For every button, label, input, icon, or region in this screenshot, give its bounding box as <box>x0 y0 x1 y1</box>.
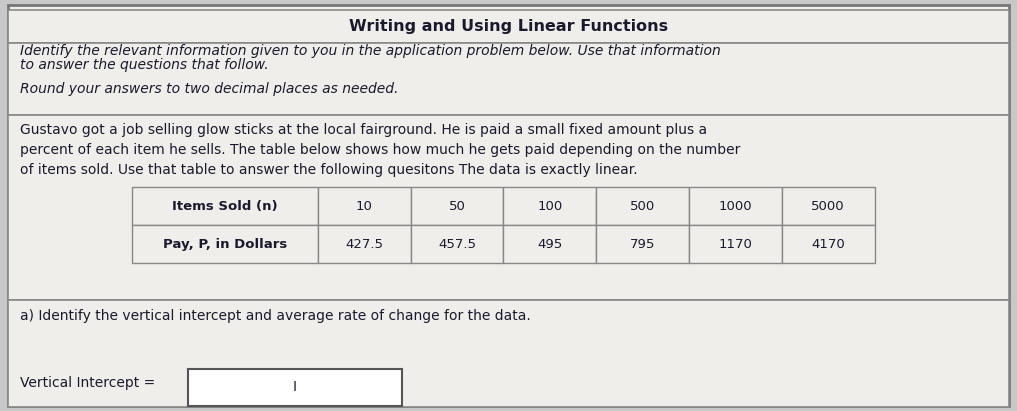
FancyBboxPatch shape <box>782 225 875 263</box>
FancyBboxPatch shape <box>411 187 503 225</box>
FancyBboxPatch shape <box>596 225 690 263</box>
FancyBboxPatch shape <box>8 10 1009 43</box>
Text: Gustavo got a job selling glow sticks at the local fairground. He is paid a smal: Gustavo got a job selling glow sticks at… <box>20 123 708 137</box>
FancyBboxPatch shape <box>690 187 782 225</box>
Text: Vertical Intercept =: Vertical Intercept = <box>20 376 156 390</box>
Text: Items Sold (n): Items Sold (n) <box>172 199 278 212</box>
Text: 495: 495 <box>537 238 562 251</box>
Text: 4170: 4170 <box>812 238 845 251</box>
Text: Pay, P, in Dollars: Pay, P, in Dollars <box>163 238 287 251</box>
Text: Identify the relevant information given to you in the application problem below.: Identify the relevant information given … <box>20 44 721 58</box>
Text: percent of each item he sells. The table below shows how much he gets paid depen: percent of each item he sells. The table… <box>20 143 740 157</box>
FancyBboxPatch shape <box>317 225 411 263</box>
Text: 457.5: 457.5 <box>438 238 476 251</box>
Text: to answer the questions that follow.: to answer the questions that follow. <box>20 58 268 72</box>
Text: a) Identify the vertical intercept and average rate of change for the data.: a) Identify the vertical intercept and a… <box>20 309 531 323</box>
FancyBboxPatch shape <box>596 187 690 225</box>
FancyBboxPatch shape <box>503 187 596 225</box>
FancyBboxPatch shape <box>132 225 317 263</box>
Text: of items sold. Use that table to answer the following quesitons The data is exac: of items sold. Use that table to answer … <box>20 163 638 177</box>
Text: Writing and Using Linear Functions: Writing and Using Linear Functions <box>349 19 668 34</box>
FancyBboxPatch shape <box>411 225 503 263</box>
FancyBboxPatch shape <box>188 369 402 406</box>
FancyBboxPatch shape <box>317 187 411 225</box>
Text: 100: 100 <box>537 199 562 212</box>
FancyBboxPatch shape <box>8 5 1009 406</box>
Text: 427.5: 427.5 <box>345 238 383 251</box>
Text: 1000: 1000 <box>719 199 753 212</box>
FancyBboxPatch shape <box>132 187 317 225</box>
FancyBboxPatch shape <box>8 115 1009 300</box>
Text: 1170: 1170 <box>718 238 753 251</box>
FancyBboxPatch shape <box>8 300 1009 407</box>
Text: 795: 795 <box>630 238 655 251</box>
Text: 500: 500 <box>630 199 655 212</box>
Text: 10: 10 <box>356 199 372 212</box>
Text: 5000: 5000 <box>812 199 845 212</box>
FancyBboxPatch shape <box>690 225 782 263</box>
Text: I: I <box>293 381 297 395</box>
Text: Round your answers to two decimal places as needed.: Round your answers to two decimal places… <box>20 82 399 96</box>
FancyBboxPatch shape <box>503 225 596 263</box>
FancyBboxPatch shape <box>8 43 1009 115</box>
FancyBboxPatch shape <box>782 187 875 225</box>
Text: 50: 50 <box>448 199 466 212</box>
